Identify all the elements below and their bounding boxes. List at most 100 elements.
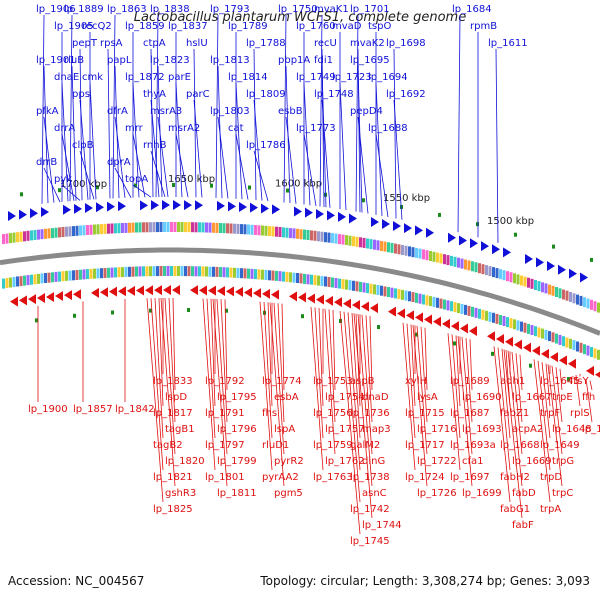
feature-block-inner <box>187 266 191 277</box>
feature-block-outer <box>565 290 569 301</box>
feature-block-outer <box>558 288 562 299</box>
forward-gene-leader <box>193 99 203 198</box>
feature-block-outer <box>439 253 443 264</box>
feature-block-outer <box>30 230 33 241</box>
feature-block-outer <box>509 272 513 283</box>
scale-label: 1550 kbp <box>383 193 430 204</box>
feature-block-inner <box>149 266 152 277</box>
forward-gene-label: dfrA <box>107 106 128 117</box>
feature-block-outer <box>341 234 345 245</box>
forward-gene-label: lp_1901 <box>36 55 76 66</box>
feature-block-inner <box>327 277 331 287</box>
reverse-gene-leader <box>361 314 373 455</box>
forward-gene-leader <box>393 99 403 220</box>
reverse-gene-leader <box>216 298 228 455</box>
tick-mark <box>58 188 61 193</box>
forward-gene-label: lp_1760 <box>296 21 336 32</box>
forward-gene-label: lp_1813 <box>210 55 250 66</box>
feature-block-outer <box>446 255 450 266</box>
feature-block-outer <box>271 226 275 237</box>
feature-block-inner <box>415 292 418 303</box>
feature-block-outer <box>82 225 86 236</box>
forward-gene-label: lp_1698 <box>386 38 426 49</box>
feature-block-inner <box>464 304 467 315</box>
forward-gene-arrow <box>316 208 324 219</box>
reverse-gene-arrow <box>343 298 351 309</box>
feature-block-outer <box>576 294 579 305</box>
feature-block-inner <box>320 276 324 287</box>
feature-block-inner <box>250 268 254 279</box>
forward-gene-leader <box>193 48 197 198</box>
forward-gene-arrow <box>162 200 170 211</box>
feature-block-inner <box>271 270 275 281</box>
feature-block-outer <box>352 236 355 247</box>
feature-block-inner <box>390 287 394 298</box>
feature-block-inner <box>47 272 51 283</box>
feature-block-inner <box>257 269 261 280</box>
forward-gene-label: tspO <box>368 21 391 32</box>
feature-block-inner <box>61 271 65 282</box>
forward-gene-label: mrr <box>125 123 144 134</box>
feature-block-inner <box>114 267 117 278</box>
reverse-gene-arrow <box>568 358 576 369</box>
reverse-gene-leader <box>416 325 428 455</box>
feature-block-outer <box>593 301 597 312</box>
feature-block-inner <box>348 280 352 291</box>
tick-mark <box>476 222 479 227</box>
feature-block-inner <box>485 310 488 321</box>
feature-block-outer <box>404 245 408 256</box>
forward-gene-arrow <box>481 241 489 252</box>
feature-block-inner <box>495 313 499 324</box>
forward-gene-arrow <box>272 204 280 215</box>
feature-block-outer <box>149 222 152 233</box>
reverse-gene-leader <box>273 302 285 455</box>
feature-block-inner <box>544 329 548 340</box>
feature-block-outer <box>569 292 572 302</box>
reverse-gene-label: lp_1811 <box>217 488 257 499</box>
reverse-gene-arrow <box>118 286 126 297</box>
reverse-gene-label: gshR3 <box>165 488 196 499</box>
feature-block-inner <box>341 279 345 290</box>
forward-gene-arrow <box>96 202 104 213</box>
forward-gene-arrow <box>371 217 379 228</box>
reverse-gene-label: lp_1757 <box>325 424 365 435</box>
feature-block-outer <box>345 235 348 246</box>
reverse-gene-label: lp_1693a <box>450 440 496 451</box>
reverse-gene-arrow <box>19 295 27 306</box>
tick-mark <box>377 325 380 330</box>
feature-block-inner <box>33 274 37 285</box>
feature-block-inner <box>89 268 93 279</box>
reverse-gene-leader <box>369 316 373 391</box>
reverse-gene-label: lp_1716 <box>417 424 457 435</box>
reverse-gene-arrow <box>253 288 261 299</box>
reverse-gene-leader <box>469 339 473 391</box>
feature-block-inner <box>429 296 432 307</box>
reverse-gene-label: lp_1821 <box>153 472 193 483</box>
feature-block-outer <box>114 223 117 234</box>
feature-block-inner <box>534 326 537 337</box>
forward-gene-leader <box>79 150 95 200</box>
forward-gene-leader <box>253 150 269 202</box>
forward-gene-leader <box>495 48 499 243</box>
reverse-gene-label: fabH2 <box>500 472 530 483</box>
forward-gene-arrow <box>426 227 434 238</box>
reverse-gene-label: lp_1667 <box>512 392 552 403</box>
forward-gene-label: lp_1814 <box>228 72 268 83</box>
map-title: Lactobacillus plantarum WCFS1, complete … <box>133 10 467 25</box>
reverse-gene-arrow <box>271 289 279 300</box>
feature-block-outer <box>12 232 16 243</box>
forward-gene-label: drrA <box>54 123 75 134</box>
feature-block-outer <box>488 266 492 277</box>
forward-gene-leader <box>79 99 89 200</box>
forward-gene-label: mvaK2 <box>350 38 385 49</box>
feature-block-outer <box>5 233 9 244</box>
forward-gene-leader <box>375 133 389 218</box>
reverse-gene-arrow <box>586 365 594 376</box>
forward-gene-label: clpB <box>72 140 94 151</box>
forward-gene-arrow <box>140 200 148 211</box>
feature-block-inner <box>296 273 299 283</box>
reverse-gene-arrow <box>442 318 450 329</box>
feature-block-outer <box>54 227 58 238</box>
feature-block-inner <box>443 299 446 310</box>
forward-gene-label: pbp1A <box>278 55 310 66</box>
